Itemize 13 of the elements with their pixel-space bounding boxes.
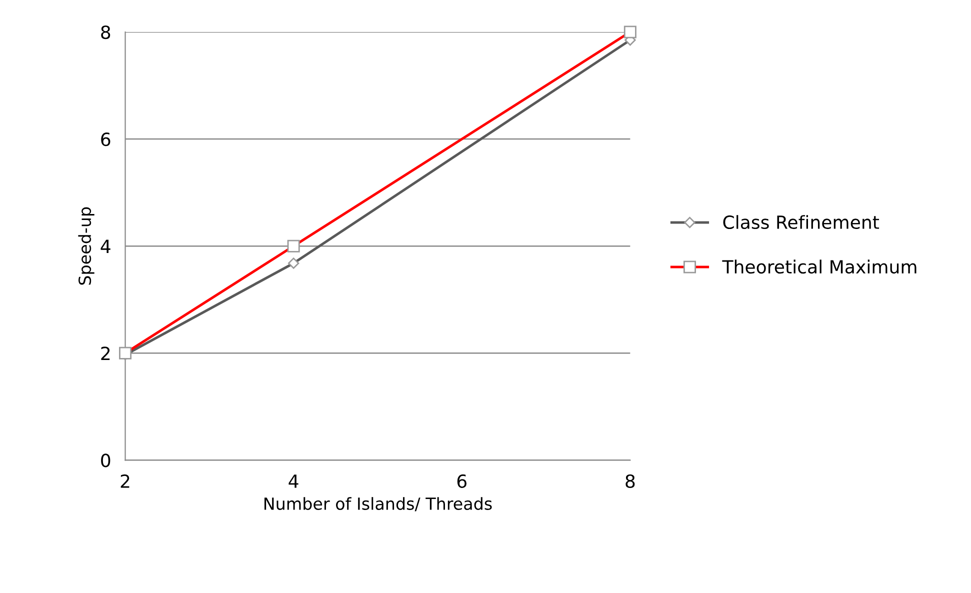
legend-label: Class Refinement — [723, 215, 880, 230]
x-tick-label: 6 — [457, 474, 466, 488]
x-tick-label: 2 — [120, 474, 130, 488]
y-tick-label: 2 — [101, 346, 110, 360]
x-axis-title: Number of Islands/ Threads — [264, 497, 492, 512]
legend-label: Theoretical Maximum — [722, 260, 916, 274]
y-tick-label: 0 — [101, 454, 110, 468]
y-tick-label: 4 — [100, 240, 110, 253]
x-tick-label: 8 — [626, 474, 635, 488]
y-tick-label: 6 — [101, 132, 110, 146]
x-tick-label: 4 — [288, 474, 298, 488]
y-axis-title: Speed-up — [78, 207, 94, 285]
y-tick-label: 8 — [101, 25, 110, 40]
